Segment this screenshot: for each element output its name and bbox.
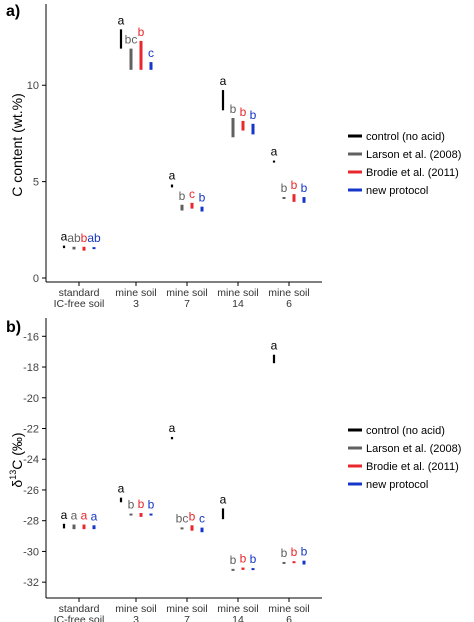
significance-label-newprotocol: b xyxy=(199,191,206,205)
x-tick-label-line2: 7 xyxy=(184,614,190,622)
significance-label-control: a xyxy=(271,339,278,353)
significance-label-brodie: b xyxy=(240,552,247,566)
y-axis-label: δ13C (‰) xyxy=(8,432,25,487)
y-tick-label: -32 xyxy=(23,577,39,589)
x-tick-label-line2: IC-free soil xyxy=(54,614,105,622)
significance-label-newprotocol: b xyxy=(301,181,308,195)
y-tick-label: -16 xyxy=(23,331,39,343)
significance-label-larson: b xyxy=(281,181,288,195)
panel-b: b) -32 -30 -28 -26 -24 -22 -20 -18 -16 δ13C (‰) sta… xyxy=(6,318,461,622)
panel-label: b) xyxy=(6,319,21,336)
legend-label-newprotocol: new protocol xyxy=(366,479,428,491)
x-tick-label-line2: IC-free soil xyxy=(54,298,105,310)
x-tick-label-line1: mine soil xyxy=(115,603,156,615)
legend-label-larson: Larson et al. (2008) xyxy=(366,443,461,455)
significance-label-larson: ab xyxy=(67,231,81,245)
significance-label-larson: bc xyxy=(125,33,138,47)
y-axis-label-suffix: C (‰) xyxy=(9,432,25,469)
significance-label-control: a xyxy=(220,492,227,506)
significance-label-brodie: b xyxy=(138,25,145,39)
significance-label-brodie: b xyxy=(81,231,88,245)
significance-label-brodie: b xyxy=(189,509,196,523)
significance-label-brodie: a xyxy=(81,509,88,523)
x-tick-label-line2: 6 xyxy=(286,298,292,310)
y-tick-label: -18 xyxy=(23,362,39,374)
legend-label-brodie: Brodie et al. (2011) xyxy=(366,167,459,179)
y-axis-label-prefix: δ xyxy=(9,480,25,488)
significance-label-brodie: b xyxy=(138,497,145,511)
x-tick-label-line1: mine soil xyxy=(217,287,258,299)
significance-label-control: a xyxy=(271,145,278,159)
significance-label-larson: b xyxy=(230,102,237,116)
x-tick-label-line2: 14 xyxy=(232,298,244,310)
y-tick-label: 5 xyxy=(33,177,39,189)
x-tick-label-line2: 3 xyxy=(133,298,139,310)
x-tick-label-line1: mine soil xyxy=(268,287,309,299)
x-tick-label-line1: mine soil xyxy=(115,287,156,299)
significance-label-control: a xyxy=(61,230,68,244)
y-tick-label: 0 xyxy=(33,273,39,285)
y-tick-label: -30 xyxy=(23,546,39,558)
significance-label-newprotocol: a xyxy=(91,509,98,523)
y-tick-label: -20 xyxy=(23,393,39,405)
x-tick-label-line1: mine soil xyxy=(268,603,309,615)
significance-label-brodie: b xyxy=(291,545,298,559)
significance-label-larson: b xyxy=(230,553,237,567)
significance-label-control: a xyxy=(118,482,125,496)
legend-label-newprotocol: new protocol xyxy=(366,185,428,197)
x-tick-label-line2: 7 xyxy=(184,298,190,310)
y-tick-label: -26 xyxy=(23,485,39,497)
significance-label-control: a xyxy=(220,74,227,88)
x-tick-label-line2: 14 xyxy=(232,614,244,622)
significance-label-larson: b xyxy=(281,546,288,560)
x-tick-label-line2: 6 xyxy=(286,614,292,622)
significance-label-newprotocol: ab xyxy=(87,231,101,245)
legend-label-control: control (no acid) xyxy=(366,425,445,437)
significance-label-newprotocol: b xyxy=(250,108,257,122)
significance-label-control: a xyxy=(169,421,176,435)
significance-label-brodie: b xyxy=(291,178,298,192)
significance-label-control: a xyxy=(61,508,68,522)
panel-label: a) xyxy=(6,3,20,20)
significance-label-control: a xyxy=(118,13,125,27)
legend-label-control: control (no acid) xyxy=(366,131,445,143)
x-tick-label-line1: standard xyxy=(59,287,100,299)
significance-label-newprotocol: b xyxy=(148,498,155,512)
y-tick-label: -22 xyxy=(23,423,39,435)
legend-label-brodie: Brodie et al. (2011) xyxy=(366,461,459,473)
x-tick-label-line1: standard xyxy=(59,603,100,615)
legend-label-larson: Larson et al. (2008) xyxy=(366,149,461,161)
significance-label-newprotocol: c xyxy=(199,512,205,526)
significance-label-newprotocol: b xyxy=(250,552,257,566)
y-axis-label-sup: 13 xyxy=(8,470,18,480)
significance-label-larson: b xyxy=(128,498,135,512)
y-axis-label: C content (wt.%) xyxy=(9,93,25,196)
significance-label-brodie: b xyxy=(240,105,247,119)
significance-label-newprotocol: c xyxy=(148,46,154,60)
significance-label-control: a xyxy=(169,169,176,183)
x-tick-label-line1: mine soil xyxy=(166,287,207,299)
x-tick-label-line1: mine soil xyxy=(217,603,258,615)
significance-label-larson: b xyxy=(179,189,186,203)
y-tick-label: -28 xyxy=(23,516,39,528)
y-tick-label: -24 xyxy=(23,454,39,466)
significance-label-larson: a xyxy=(71,509,78,523)
x-tick-label-line2: 3 xyxy=(133,614,139,622)
significance-label-larson: bc xyxy=(176,511,189,525)
significance-label-brodie: c xyxy=(189,187,195,201)
y-tick-label: 10 xyxy=(27,80,39,92)
x-tick-label-line1: mine soil xyxy=(166,603,207,615)
significance-label-newprotocol: b xyxy=(301,545,308,559)
